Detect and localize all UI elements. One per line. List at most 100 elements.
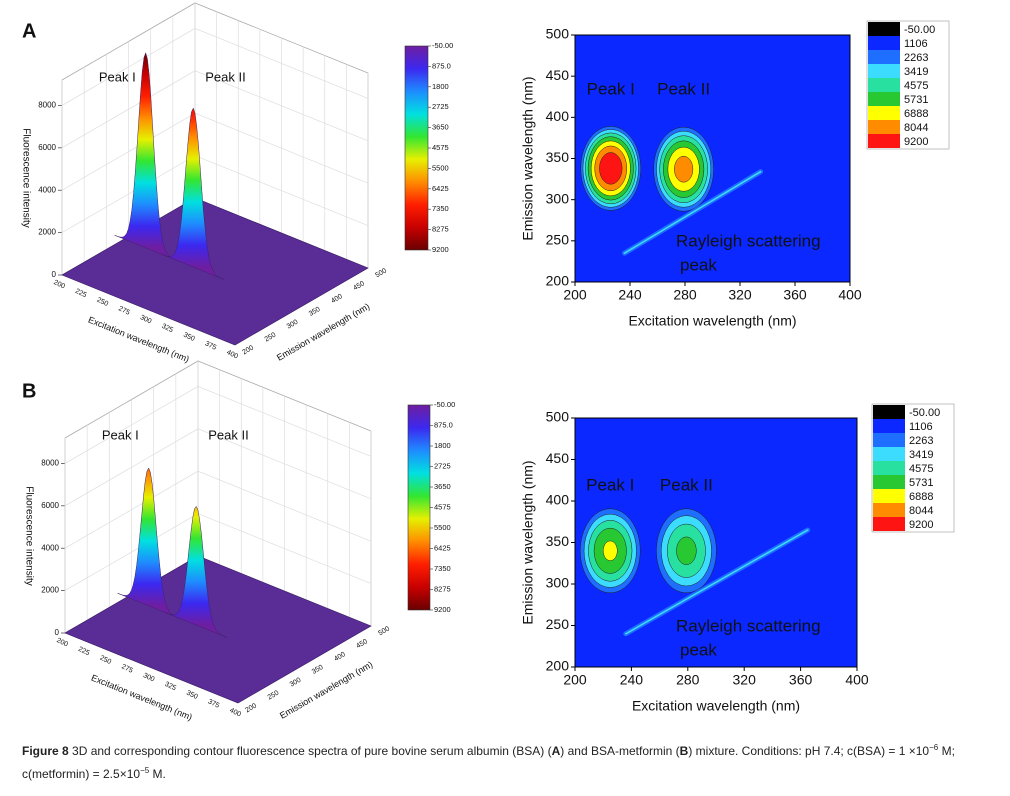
colorbar-label: 8275 <box>432 225 449 234</box>
z-tick-label: 0 <box>55 628 60 637</box>
legend-swatch <box>873 405 905 419</box>
x-tick-label: 200 <box>55 637 69 648</box>
contour-region <box>602 540 618 561</box>
legend-label: 2263 <box>909 435 933 447</box>
y-tick-label: 200 <box>244 702 258 714</box>
x-tick-label: 280 <box>676 672 700 688</box>
panel-label: B <box>22 380 36 402</box>
y-tick-label: 200 <box>546 273 570 289</box>
x-tick-label: 280 <box>673 287 697 303</box>
z-tick-label: 8000 <box>41 459 59 468</box>
legend-label: 8044 <box>904 122 928 134</box>
x-tick-label: 320 <box>728 287 752 303</box>
z-tick-label: 8000 <box>38 101 56 110</box>
legend-swatch <box>873 503 905 517</box>
y-tick-label: 250 <box>546 232 570 248</box>
x-tick-label: 350 <box>185 690 199 701</box>
z-tick-label: 4000 <box>38 185 56 194</box>
legend-label: 9200 <box>904 136 928 148</box>
z-tick-label: 6000 <box>41 501 59 510</box>
x-axis-label: Excitation wavelength (nm) <box>90 673 194 723</box>
x-tick-label: 240 <box>618 287 642 303</box>
z-tick-label: 0 <box>52 270 57 279</box>
y-tick-label: 350 <box>546 149 570 165</box>
x-tick-label: 400 <box>225 349 239 360</box>
legend-label: 3419 <box>904 66 928 78</box>
legend-swatch <box>868 50 900 64</box>
legend-swatch <box>868 120 900 134</box>
y-tick-label: 500 <box>546 409 570 425</box>
z-tick-label: 4000 <box>41 543 59 552</box>
z-axis-label: Fluorescence intensity <box>23 486 34 586</box>
z-tick-label: 2000 <box>38 228 56 237</box>
x-tick-label: 300 <box>142 672 156 683</box>
x-tick-label: 325 <box>161 323 175 334</box>
x-tick-label: 325 <box>164 681 178 692</box>
x-axis-label: Excitation wavelength (nm) <box>632 698 800 714</box>
peak-label: Peak I <box>587 79 635 98</box>
rayleigh-peak <box>625 529 809 635</box>
legend-label: 2263 <box>904 52 928 64</box>
x-tick-label: 240 <box>620 672 644 688</box>
contour-region <box>599 152 623 185</box>
colorbar-label: 875.0 <box>432 61 451 70</box>
legend-label: 5731 <box>904 94 928 106</box>
caption-text: −5 <box>140 766 150 775</box>
x-tick-label: 375 <box>207 698 221 709</box>
colorbar-label: 5500 <box>434 523 451 532</box>
z-axis-label: Fluorescence intensity <box>20 128 31 228</box>
y-axis-label: Emission wavelength (nm) <box>520 460 536 624</box>
contour-region <box>676 536 697 565</box>
x-tick-label: 300 <box>139 314 153 325</box>
colorbar-label: 4575 <box>434 502 451 511</box>
x-tick-label: 200 <box>563 672 587 688</box>
y-tick-label: 450 <box>352 280 366 292</box>
x-tick-label: 250 <box>99 655 113 666</box>
legend-swatch <box>868 106 900 120</box>
annotation: Rayleigh scattering <box>676 231 821 250</box>
legend-label: 9200 <box>909 519 933 531</box>
legend-swatch <box>868 78 900 92</box>
colorbar-label: 9200 <box>432 245 449 254</box>
colorbar-label: 2725 <box>432 102 449 111</box>
colorbar-label: 8275 <box>434 584 451 593</box>
y-tick-label: 350 <box>308 306 322 318</box>
colorbar-label: -50.00 <box>432 41 453 50</box>
contour-region <box>674 155 694 183</box>
peak-label: Peak II <box>660 475 713 494</box>
x-tick-label: 275 <box>117 305 131 316</box>
surface-peak <box>165 505 228 638</box>
caption-text: ) and BSA-metformin ( <box>560 744 680 758</box>
caption-text: M. <box>149 767 166 781</box>
peak-label: Peak II <box>205 69 245 84</box>
y-tick-label: 300 <box>289 677 303 689</box>
y-tick-label: 200 <box>241 344 255 356</box>
x-tick-label: 320 <box>733 672 757 688</box>
x-tick-label: 360 <box>783 287 807 303</box>
legend-swatch <box>868 64 900 78</box>
colorbar-label: 3650 <box>432 123 449 132</box>
x-tick-label: 375 <box>204 340 218 351</box>
colorbar <box>407 404 431 611</box>
legend-label: 6888 <box>909 491 933 503</box>
y-tick-label: 450 <box>546 450 570 466</box>
y-tick-label: 300 <box>546 575 570 591</box>
y-tick-label: 250 <box>267 690 281 702</box>
annotation: peak <box>680 255 717 274</box>
y-tick-label: 450 <box>546 67 570 83</box>
legend-swatch <box>873 517 905 531</box>
legend-swatch <box>873 489 905 503</box>
caption-text: −6 <box>929 743 939 752</box>
y-tick-label: 500 <box>546 26 570 42</box>
x-axis-label: Excitation wavelength (nm) <box>628 313 796 329</box>
x-axis-label: Excitation wavelength (nm) <box>87 315 191 365</box>
legend-swatch <box>873 433 905 447</box>
figure: A B 020004000600080002002252502753003253… <box>20 2 955 723</box>
peak-label: Peak I <box>102 427 139 442</box>
peak-label: Peak I <box>99 69 136 84</box>
peak-label: Peak I <box>586 475 634 494</box>
legend-label: 5731 <box>909 477 933 489</box>
colorbar-label: 7350 <box>432 204 449 213</box>
colorbar-label: 2725 <box>434 461 451 470</box>
legend-label: -50.00 <box>909 407 940 419</box>
